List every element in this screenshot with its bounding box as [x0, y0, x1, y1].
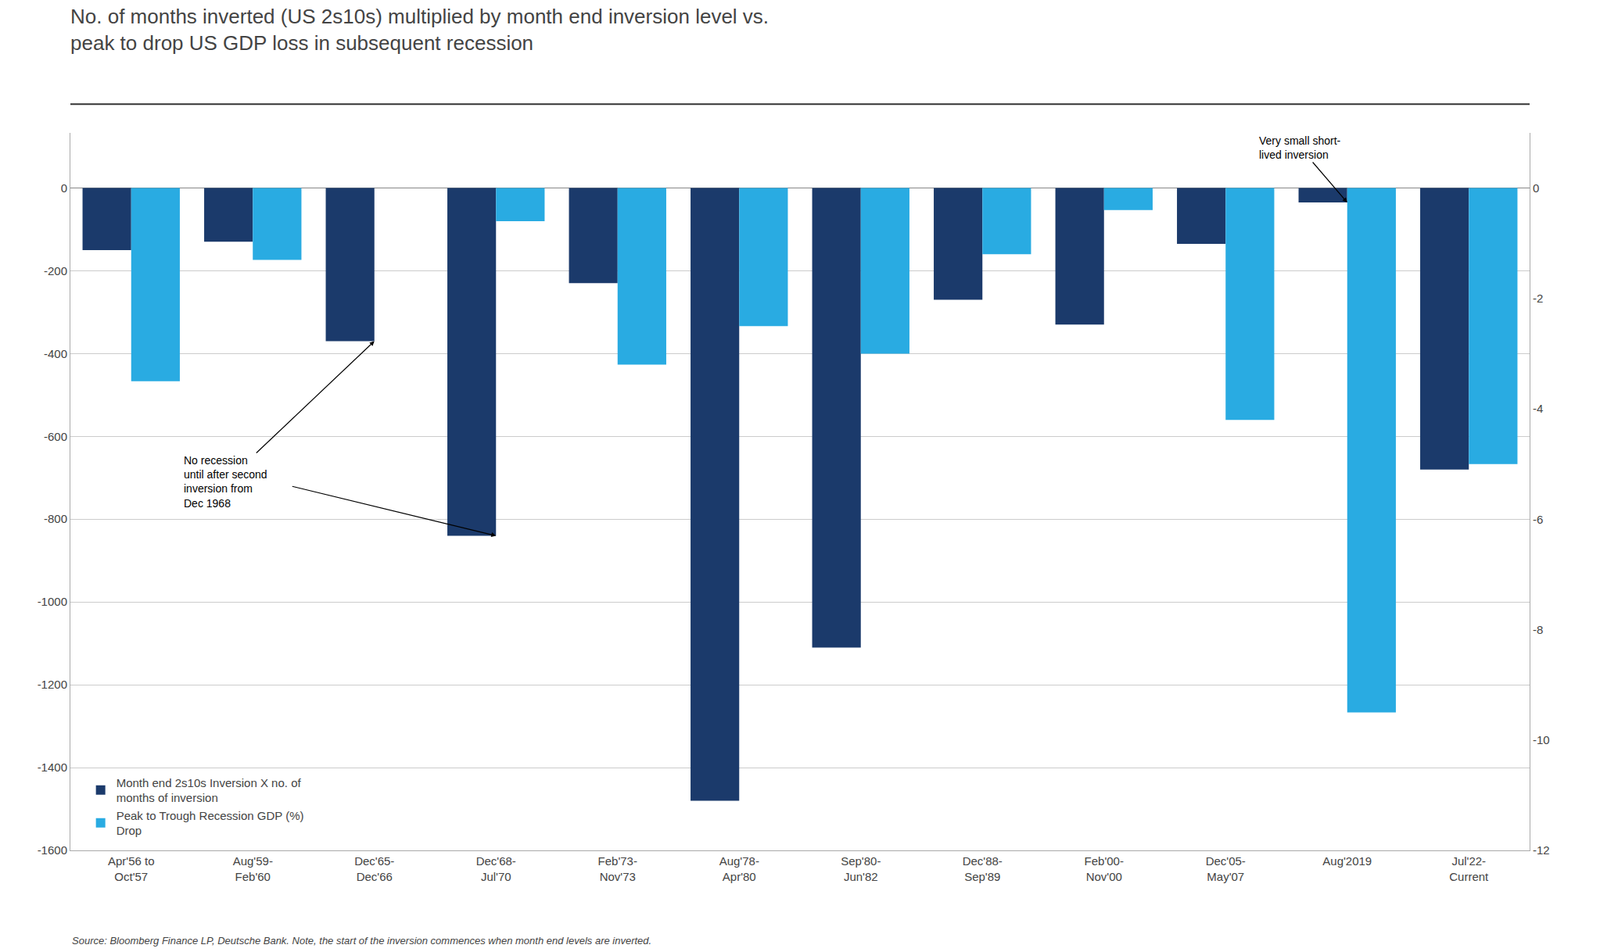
svg-text:-8: -8 [1532, 623, 1543, 637]
svg-text:No. of months inverted (US 2s1: No. of months inverted (US 2s10s) multip… [70, 4, 769, 55]
svg-text:-1000: -1000 [37, 595, 68, 609]
svg-text:Very small short-lived inversi: Very small short-lived inversion [1259, 134, 1342, 162]
svg-text:Month end 2s10s Inversion X no: Month end 2s10s Inversion X no. ofmonths… [116, 776, 302, 806]
svg-text:0: 0 [1532, 181, 1540, 195]
svg-text:-200: -200 [43, 264, 68, 278]
svg-text:No recessionuntil after second: No recessionuntil after secondinversion … [183, 454, 268, 510]
svg-text:0: 0 [60, 181, 68, 195]
svg-text:-2: -2 [1532, 291, 1543, 305]
svg-text:Sep'80-Jun'82: Sep'80-Jun'82 [840, 854, 881, 884]
svg-text:-1200: -1200 [37, 678, 68, 692]
svg-text:-1600: -1600 [37, 843, 68, 858]
svg-text:Feb'00-Nov'00: Feb'00-Nov'00 [1084, 854, 1124, 884]
svg-text:-10: -10 [1532, 733, 1550, 747]
svg-text:Dec'65-Dec'66: Dec'65-Dec'66 [354, 854, 395, 884]
svg-text:Dec'05-May'07: Dec'05-May'07 [1205, 854, 1246, 884]
svg-text:Aug'2019: Aug'2019 [1322, 854, 1372, 869]
svg-text:-1400: -1400 [37, 760, 68, 775]
svg-text:Peak to Trough Recession GDP (: Peak to Trough Recession GDP (%)Drop [116, 809, 305, 839]
svg-text:Jul'22-Current: Jul'22-Current [1449, 854, 1489, 884]
svg-text:-800: -800 [43, 512, 68, 526]
svg-text:Apr'56 toOct'57: Apr'56 toOct'57 [107, 854, 155, 884]
svg-text:Aug'78-Apr'80: Aug'78-Apr'80 [719, 854, 760, 884]
svg-text:-600: -600 [43, 430, 68, 444]
svg-text:-6: -6 [1532, 513, 1543, 527]
svg-text:-400: -400 [43, 347, 68, 361]
svg-text:-4: -4 [1532, 401, 1543, 416]
svg-text:Dec'88-Sep'89: Dec'88-Sep'89 [962, 854, 1003, 884]
svg-text:Aug'59-Feb'60: Aug'59-Feb'60 [233, 854, 273, 884]
svg-text:Dec'68-Jul'70: Dec'68-Jul'70 [476, 854, 517, 884]
svg-text:-12: -12 [1532, 843, 1550, 858]
svg-text:Feb'73-Nov'73: Feb'73-Nov'73 [598, 854, 638, 884]
svg-text:Source: Bloomberg Finance LP,: Source: Bloomberg Finance LP, Deutsche B… [71, 935, 652, 948]
